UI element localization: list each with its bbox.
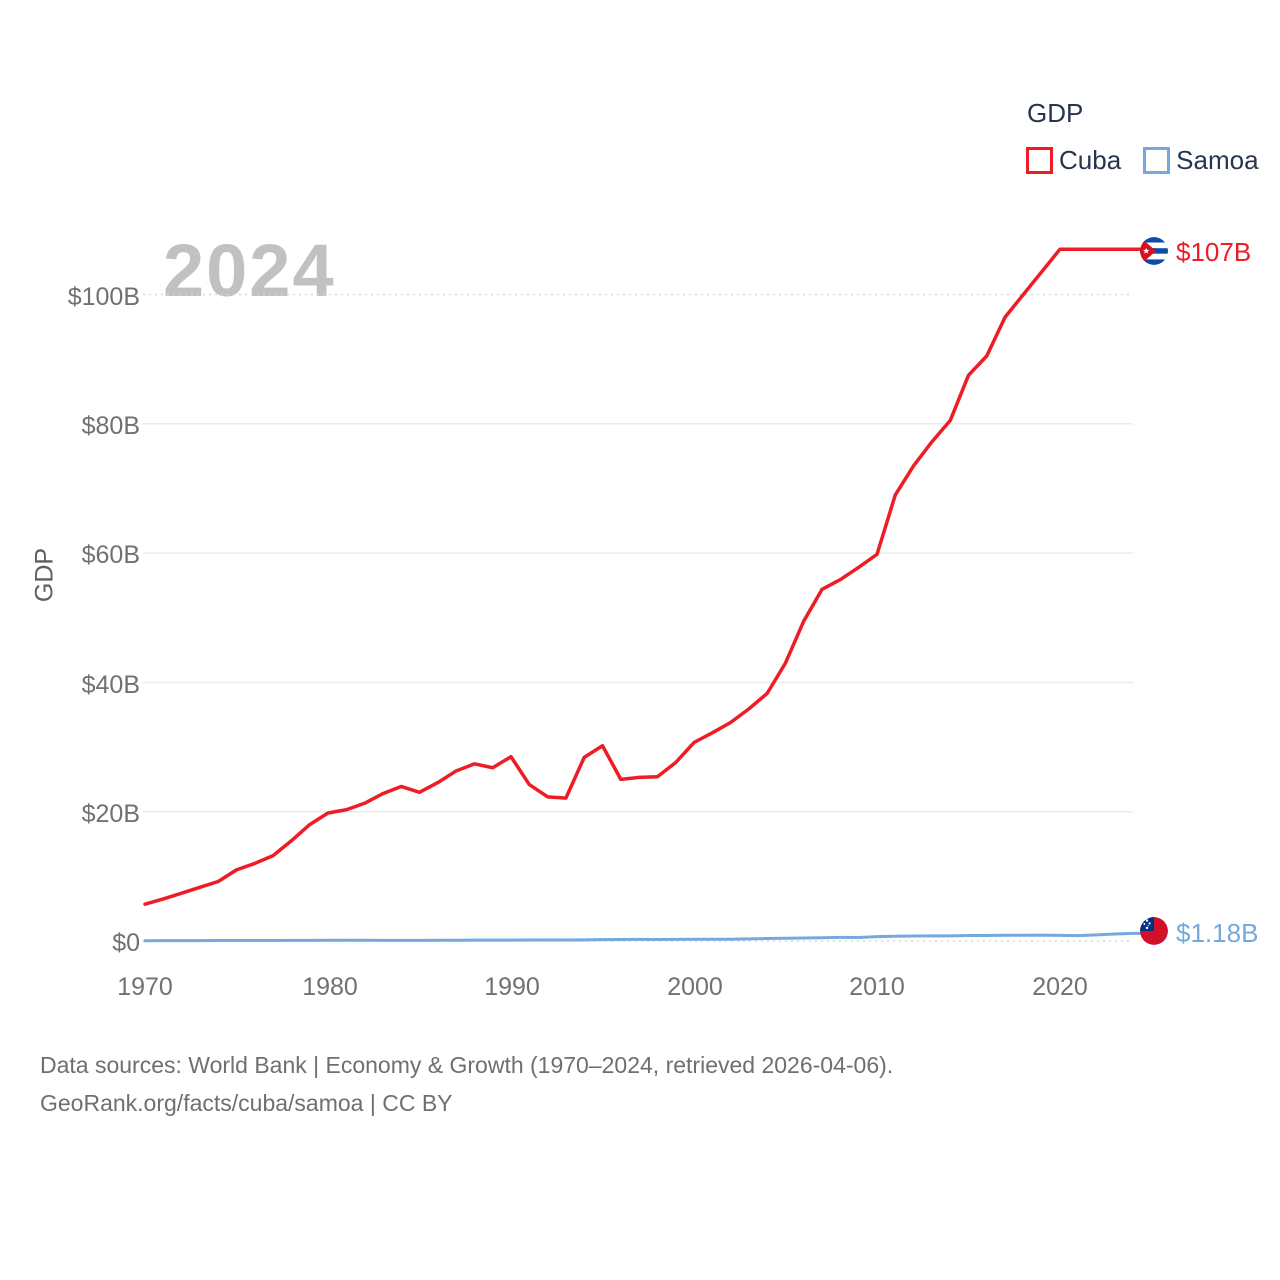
legend-label-samoa: Samoa [1176,145,1259,175]
legend-label-cuba: Cuba [1059,145,1122,175]
red-outline-square-swatch [1026,147,1053,174]
legend-title: GDP [1027,98,1084,128]
x-tick-1970: 1970 [117,973,173,1001]
x-tick-2000: 2000 [667,973,723,1001]
legend-item-cuba[interactable]: Cuba [1026,145,1121,176]
footer-attribution: Data sources: World Bank | Economy & Gro… [40,1046,893,1122]
y-axis-title: GDP [30,547,59,603]
blue-outline-square-swatch [1143,147,1171,174]
samoa-end-value-label: $1.18B [1176,918,1259,948]
chart-legend: GDP Cuba Samoa [1026,98,1259,176]
footer-georank-url: GeoRank.org/facts/cuba/samoa | CC BY [40,1090,453,1116]
legend-item-samoa[interactable]: Samoa [1143,145,1259,176]
y-tick-60b: $60B [81,541,140,569]
cuba-flag-icon [1140,237,1168,265]
x-tick-2010: 2010 [849,973,905,1001]
x-tick-1990: 1990 [484,973,540,1001]
footer-data-sources: Data sources: World Bank | Economy & Gro… [40,1052,894,1078]
chart-plot-area[interactable] [0,0,1280,1030]
samoa-flag-icon [1140,917,1168,945]
y-tick-100b: $100B [67,283,140,311]
y-tick-80b: $80B [81,412,140,440]
x-tick-1980: 1980 [302,973,358,1001]
samoa-gdp-line[interactable] [143,931,1156,943]
cuba-gdp-line[interactable] [143,247,1156,906]
y-tick-40b: $40B [81,671,140,699]
y-tick-20b: $20B [81,800,140,828]
x-tick-2020: 2020 [1032,973,1088,1001]
y-tick-0: $0 [112,929,140,957]
cuba-end-value-label: $107B [1176,237,1252,267]
